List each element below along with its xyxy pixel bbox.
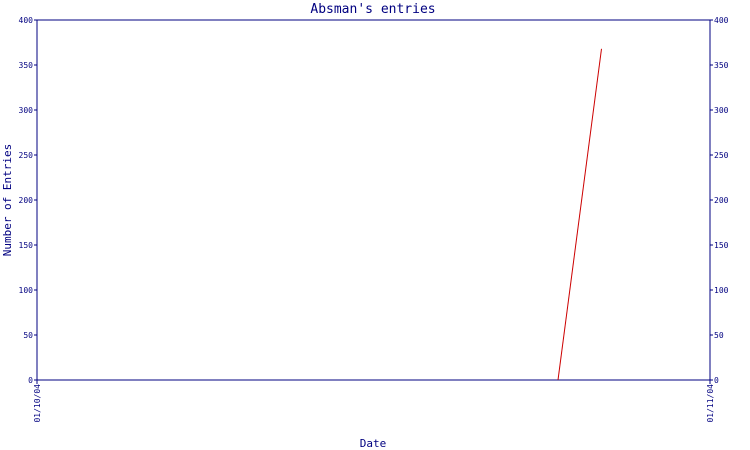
y-tick-label-right: 300 [714, 106, 729, 115]
y-tick-label-left: 400 [19, 16, 34, 25]
y-ticks: 0 0 50 50 100 100 150 150 200 200 250 250 300 300 350 3… [19, 16, 729, 385]
y-tick-label-left: 100 [19, 286, 34, 295]
y-tick-label-right: 0 [714, 376, 719, 385]
y-tick-label-right: 350 [714, 61, 729, 70]
y-tick-label-right: 200 [714, 196, 729, 205]
y-tick-label-right: 100 [714, 286, 729, 295]
y-tick-label-left: 150 [19, 241, 34, 250]
y-tick-label-left: 300 [19, 106, 34, 115]
y-tick-label-right: 250 [714, 151, 729, 160]
y-tick-label-right: 400 [714, 16, 729, 25]
x-axis-label: Date [360, 437, 387, 450]
x-ticks: 01/10/04 01/11/04 [33, 380, 715, 423]
y-tick-label-left: 50 [23, 331, 33, 340]
y-axis-label: Number of Entries [1, 144, 14, 257]
y-tick-label-right: 150 [714, 241, 729, 250]
x-tick-label: 01/11/04 [706, 384, 715, 423]
y-tick-label-right: 50 [714, 331, 724, 340]
y-tick-label-left: 350 [19, 61, 34, 70]
y-tick-label-left: 200 [19, 196, 34, 205]
y-tick-label-left: 0 [28, 376, 33, 385]
plot-area [37, 20, 710, 380]
y-tick-label-left: 250 [19, 151, 34, 160]
series-line [557, 48, 602, 381]
series-group [557, 48, 602, 381]
x-tick-label: 01/10/04 [33, 384, 42, 423]
chart-title: Absman's entries [310, 2, 435, 17]
